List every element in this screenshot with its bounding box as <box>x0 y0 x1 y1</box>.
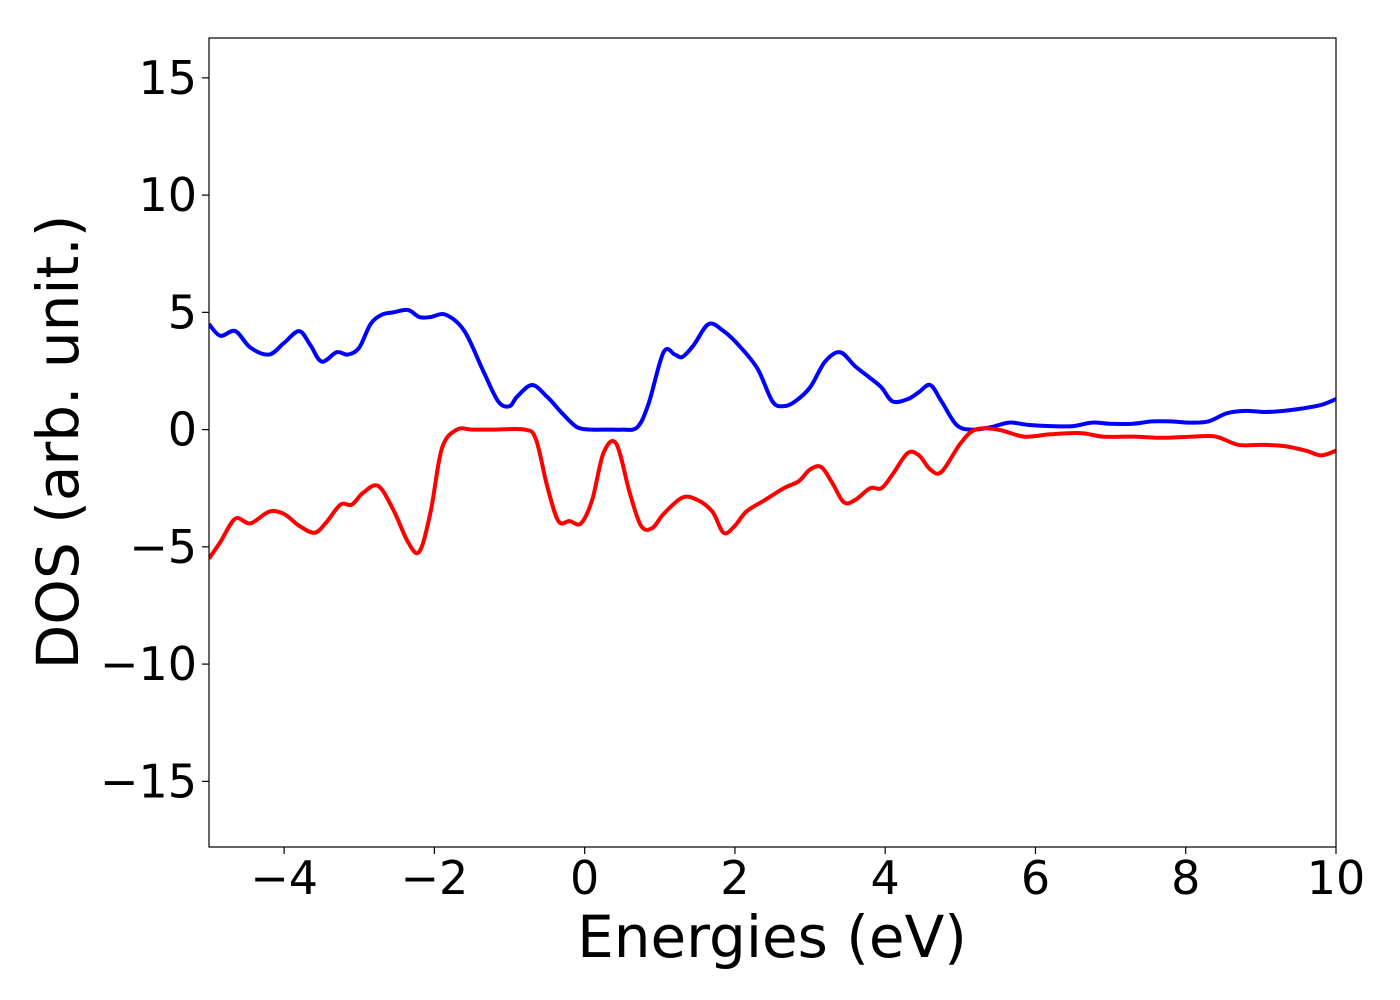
y-tick-label: 0 <box>168 403 197 457</box>
ticks-layer: −4 −2 0 2 4 6 8 10 15 10 5 0 −5 −10 −15 <box>100 51 1365 905</box>
y-tick-label: −10 <box>100 637 197 691</box>
series-line-2 <box>209 426 1336 560</box>
series-layer <box>209 307 1336 560</box>
y-tick-label: 5 <box>168 285 197 339</box>
x-axis-title: Energies (eV) <box>577 903 967 971</box>
y-tick-label: −15 <box>100 754 197 808</box>
x-tick-label: 8 <box>1171 851 1200 905</box>
y-axis-title: DOS (arb. unit.) <box>24 215 92 670</box>
y-tick-label: 15 <box>138 51 197 105</box>
x-tick-label: 2 <box>720 851 749 905</box>
y-tick-label: 10 <box>138 168 197 222</box>
x-tick-label: 6 <box>1021 851 1050 905</box>
y-tick-label: −5 <box>129 520 197 574</box>
series-line-1 <box>209 307 1336 432</box>
x-tick-label: 4 <box>871 851 900 905</box>
x-tick-label: −4 <box>250 851 318 905</box>
x-tick-label: −2 <box>400 851 468 905</box>
x-tick-label: 0 <box>570 851 599 905</box>
x-tick-label: 10 <box>1307 851 1366 905</box>
plot-frame <box>208 37 1337 848</box>
